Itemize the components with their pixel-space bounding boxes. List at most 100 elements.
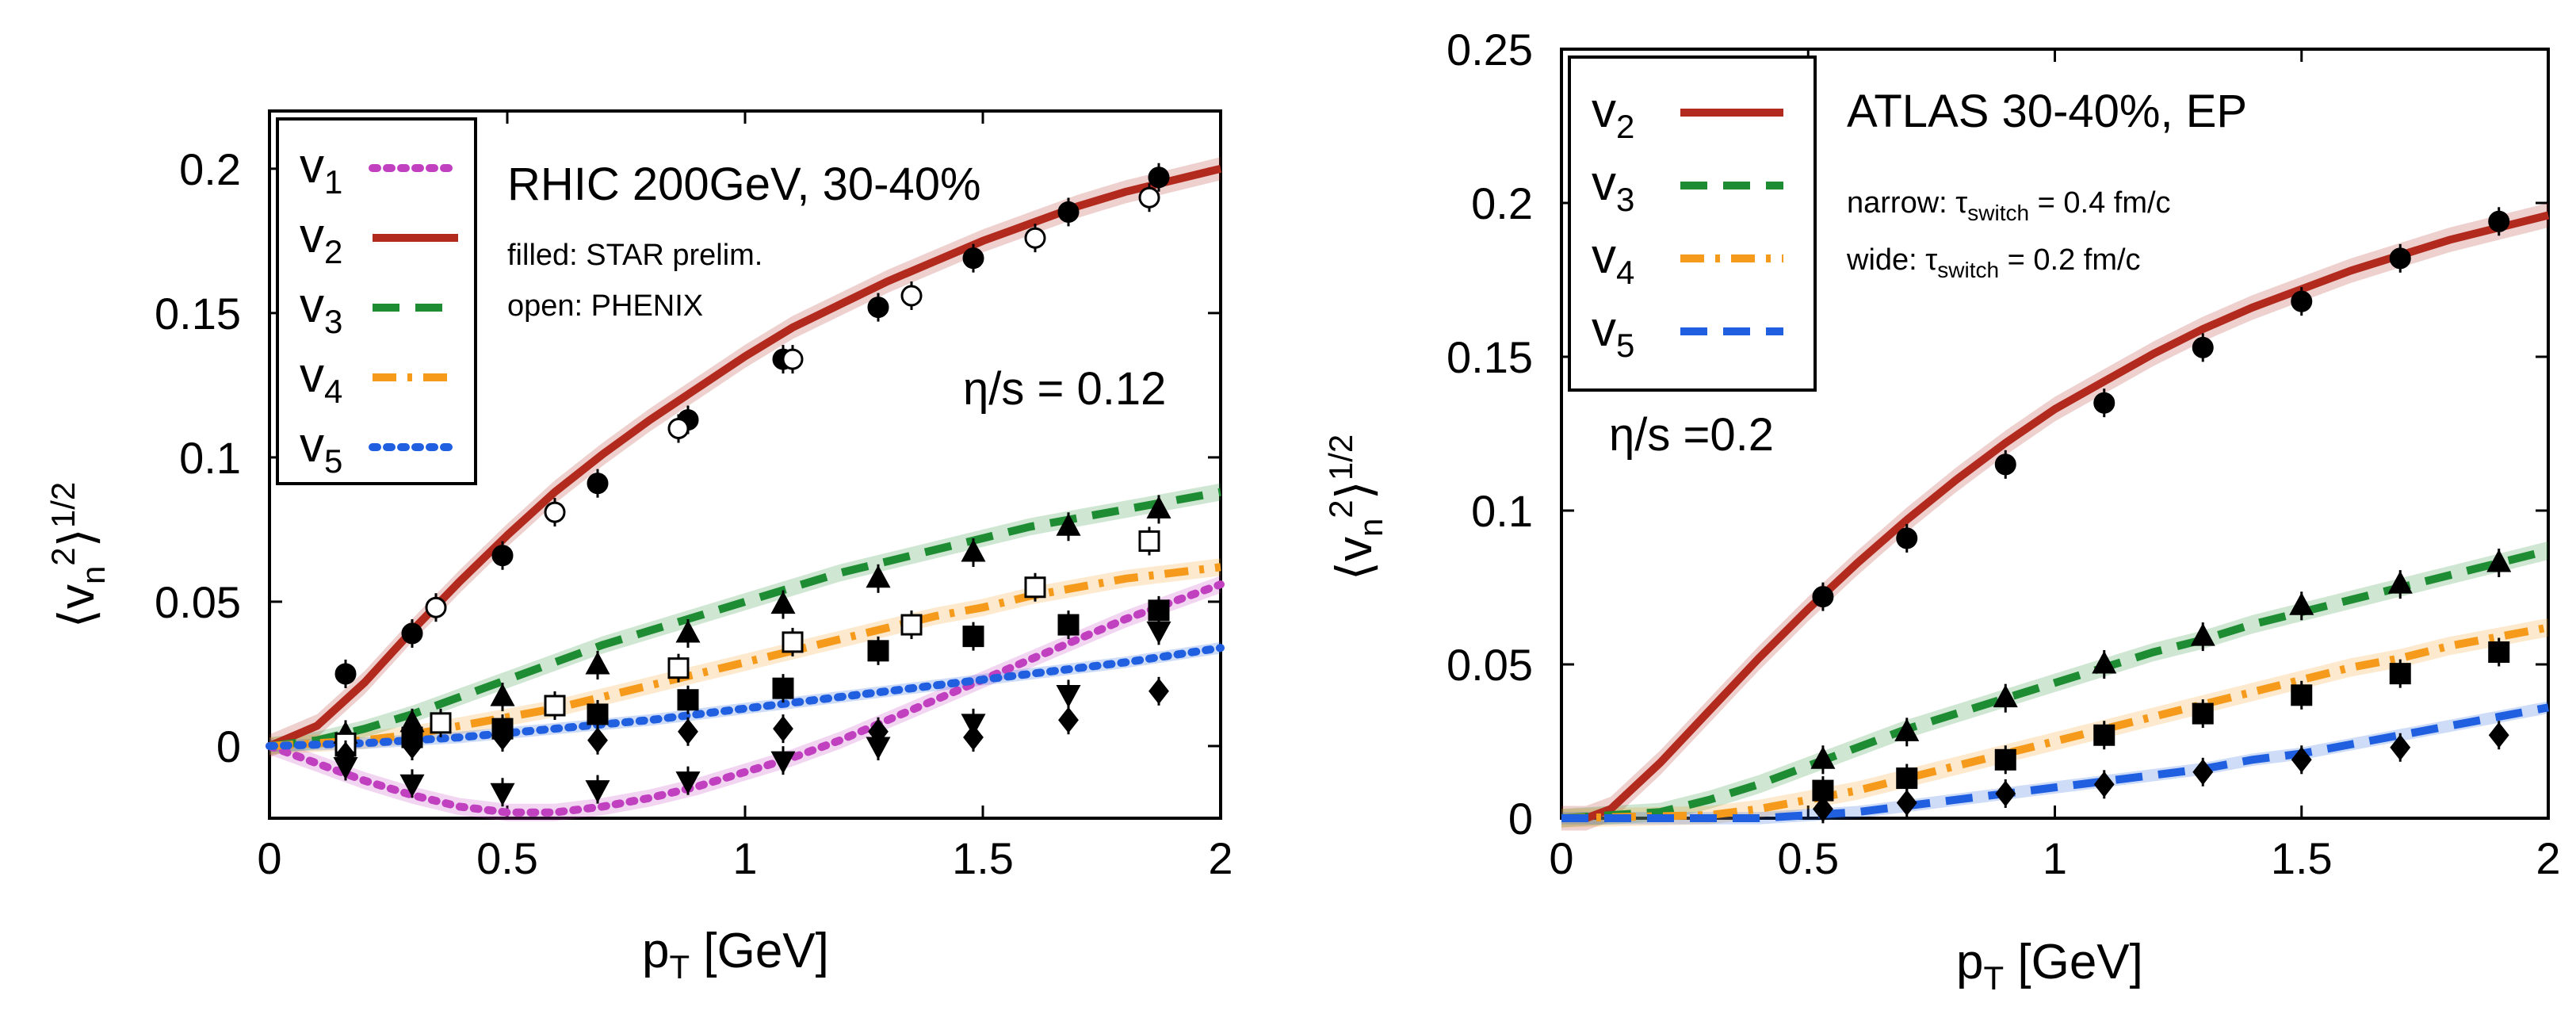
right-data-point-diamond [1813, 795, 1833, 822]
right-data-point-triangle [1894, 718, 1920, 741]
right-data-point-square [2093, 724, 2115, 746]
left-data-point-circle [587, 473, 609, 495]
left-data-point-circle [544, 501, 566, 523]
right-x-tick-label: 1.5 [2271, 833, 2333, 883]
right-data-point-square [1896, 767, 1918, 790]
right-annotation-narrow: narrow: τswitch = 0.4 fm/c [1847, 186, 2171, 225]
right-data-point-circle [2488, 210, 2510, 232]
left-data-point-triangle [961, 538, 986, 562]
left-data-point-square [430, 712, 452, 734]
svg-text:⟨vn2⟩1/2: ⟨vn2⟩1/2 [44, 482, 112, 629]
right-data-point-triangle [1810, 746, 1836, 769]
right-data-point-diamond [2093, 771, 2115, 798]
left-data-point-triangle [770, 591, 796, 614]
left-legend-box [276, 117, 477, 485]
left-x-tick-label: 0 [257, 833, 281, 883]
left-data-point-diamond [1148, 678, 1169, 705]
right-data-point-square [2291, 684, 2313, 706]
left-ticks: 0 0.5 1 1.5 2 0 0.05 0.1 0.15 0.2 [155, 111, 1233, 883]
right-ticks: 0 0.5 1 1.5 2 0 0.05 0.1 0.15 0.2 0.25 [1447, 25, 2561, 883]
right-series-line-v2 [1561, 211, 2550, 822]
left-data-point-triangle [866, 564, 891, 588]
left-data-point-triangle-down [1056, 684, 1081, 708]
left-data-point-square [900, 614, 923, 636]
left-annotation-eta-s: η/s = 0.12 [963, 363, 1166, 415]
right-y-tick-label: 0 [1508, 794, 1533, 844]
right-annotation-eta-s: η/s =0.2 [1609, 409, 1774, 461]
right-annotation-title: ATLAS 30-40%, EP [1847, 86, 2247, 137]
right-data-point-square [1994, 748, 2016, 771]
left-data-point-square [962, 626, 984, 648]
right-data-point-triangle [2486, 549, 2512, 572]
right-legend-label-v4: v4 [1592, 229, 1634, 291]
right-data-point-circle [2192, 336, 2214, 358]
right-data-point-circle [2291, 290, 2313, 312]
left-data-point-triangle [585, 651, 610, 675]
left-data-point-circle [962, 247, 984, 270]
left-data-point-diamond [402, 733, 422, 760]
right-data-point-square [2192, 702, 2214, 725]
left-data-point-square [1057, 614, 1080, 636]
right-x-tick-label: 0 [1549, 833, 1573, 883]
left-data-point-triangle-down [770, 751, 796, 775]
left-data-point-triangle [490, 683, 515, 706]
right-annotation-wide: wide: τswitch = 0.2 fm/c [1846, 243, 2141, 282]
right-data-point-triangle [2092, 650, 2117, 674]
right-data-point-square [2488, 641, 2510, 663]
right-data-point-square [1812, 779, 1834, 802]
left-series-line-v3 [269, 488, 1221, 750]
left-series-line-v1 [266, 580, 1225, 817]
left-annotation-title: RHIC 200GeV, 30-40% [507, 159, 981, 210]
left-data-point-triangle-down [866, 737, 891, 760]
left-series-line-v5 [266, 644, 1225, 750]
left-series-line-v4 [269, 563, 1221, 750]
right-data-point-diamond [1995, 780, 2016, 807]
left-data-point-triangle-down [585, 780, 610, 803]
right-data-point-triangle [2289, 592, 2314, 615]
left-data-point-circle [1148, 166, 1170, 189]
right-y-tick-label: 0.1 [1471, 486, 1533, 536]
right-data-point-circle [1994, 454, 2016, 476]
left-data-point-diamond [1058, 706, 1079, 733]
left-data-point-diamond [773, 715, 793, 742]
right-data-point-square [2389, 663, 2411, 685]
left-data-point-triangle-down [399, 774, 425, 798]
right-data-point-triangle [2190, 622, 2215, 646]
right-data-point-diamond [2291, 746, 2312, 773]
left-data-point-triangle [675, 619, 701, 643]
left-data-point-triangle [1146, 496, 1171, 519]
right-y-tick-label: 0.25 [1447, 25, 1533, 75]
left-annotation-filled: filled: STAR prelim. [507, 239, 762, 272]
left-data-point-diamond [492, 724, 513, 751]
left-data-points [333, 163, 1171, 807]
left-data-point-square [677, 689, 699, 711]
left-data-point-square [1138, 530, 1160, 552]
left-data-point-circle [1057, 201, 1080, 223]
left-x-tick-label: 2 [1208, 833, 1233, 883]
right-data-point-triangle [1993, 684, 2018, 708]
left-y-tick-label: 0 [216, 721, 241, 771]
left-data-point-triangle-down [1146, 621, 1171, 645]
right-data-point-diamond [2192, 759, 2214, 786]
svg-text:⟨vn2⟩1/2: ⟨vn2⟩1/2 [1322, 434, 1389, 581]
left-x-tick-label: 1 [732, 833, 757, 883]
left-data-point-circle [401, 622, 423, 645]
right-data-point-circle [1896, 527, 1918, 549]
left-x-tick-label: 1.5 [952, 833, 1014, 883]
right-data-point-circle [2093, 392, 2115, 414]
left-legend-label-v5: v5 [300, 418, 342, 480]
left-data-point-square [772, 677, 794, 699]
left-legend-label-v3: v3 [300, 278, 342, 340]
left-data-point-triangle-down [961, 714, 986, 737]
left-data-point-square [867, 640, 889, 662]
left-data-point-circle [425, 596, 447, 618]
right-y-tick-label: 0.05 [1447, 640, 1533, 690]
left-data-point-circle [782, 348, 804, 370]
right-series-line-v5 [1561, 703, 2549, 822]
right-data-points [1810, 207, 2512, 824]
right-y-tick-label: 0.15 [1447, 332, 1533, 382]
